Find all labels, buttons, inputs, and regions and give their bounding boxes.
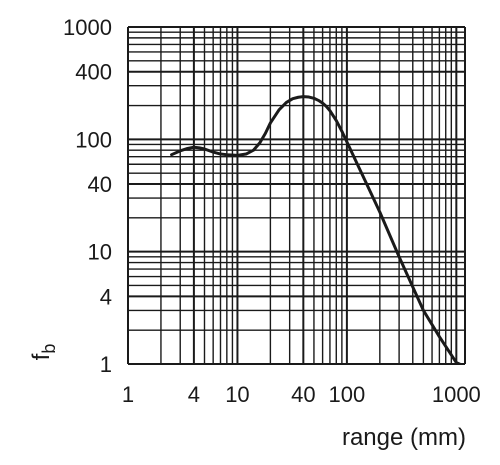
y-axis-label: fb [28, 344, 59, 361]
x-tick-label: 1 [122, 382, 134, 407]
y-axis-label-main: f [28, 353, 55, 360]
y-tick-label: 10 [88, 240, 112, 265]
x-tick-label: 100 [329, 382, 366, 407]
x-tick-label: 1000 [432, 382, 481, 407]
svg-text:fb: fb [28, 344, 59, 361]
y-tick-label: 100 [75, 127, 112, 152]
y-tick-label: 400 [75, 60, 112, 85]
y-tick-label: 1 [100, 352, 112, 377]
x-tick-label: 40 [291, 382, 315, 407]
series-layer [170, 95, 464, 364]
y-tick-labels: 1 4 10 40 100 400 1000 [63, 15, 112, 377]
y-tick-label: 4 [100, 284, 112, 309]
y-axis-label-sub: b [39, 344, 59, 354]
x-axis-label: range (mm) [342, 424, 466, 451]
grid [127, 26, 466, 365]
x-tick-label: 10 [225, 382, 249, 407]
series-line [170, 95, 464, 364]
y-tick-label: 40 [88, 172, 112, 197]
x-tick-label: 4 [188, 382, 200, 407]
y-tick-label: 1000 [63, 15, 112, 40]
x-tick-labels: 1 4 10 40 100 1000 [122, 382, 481, 407]
